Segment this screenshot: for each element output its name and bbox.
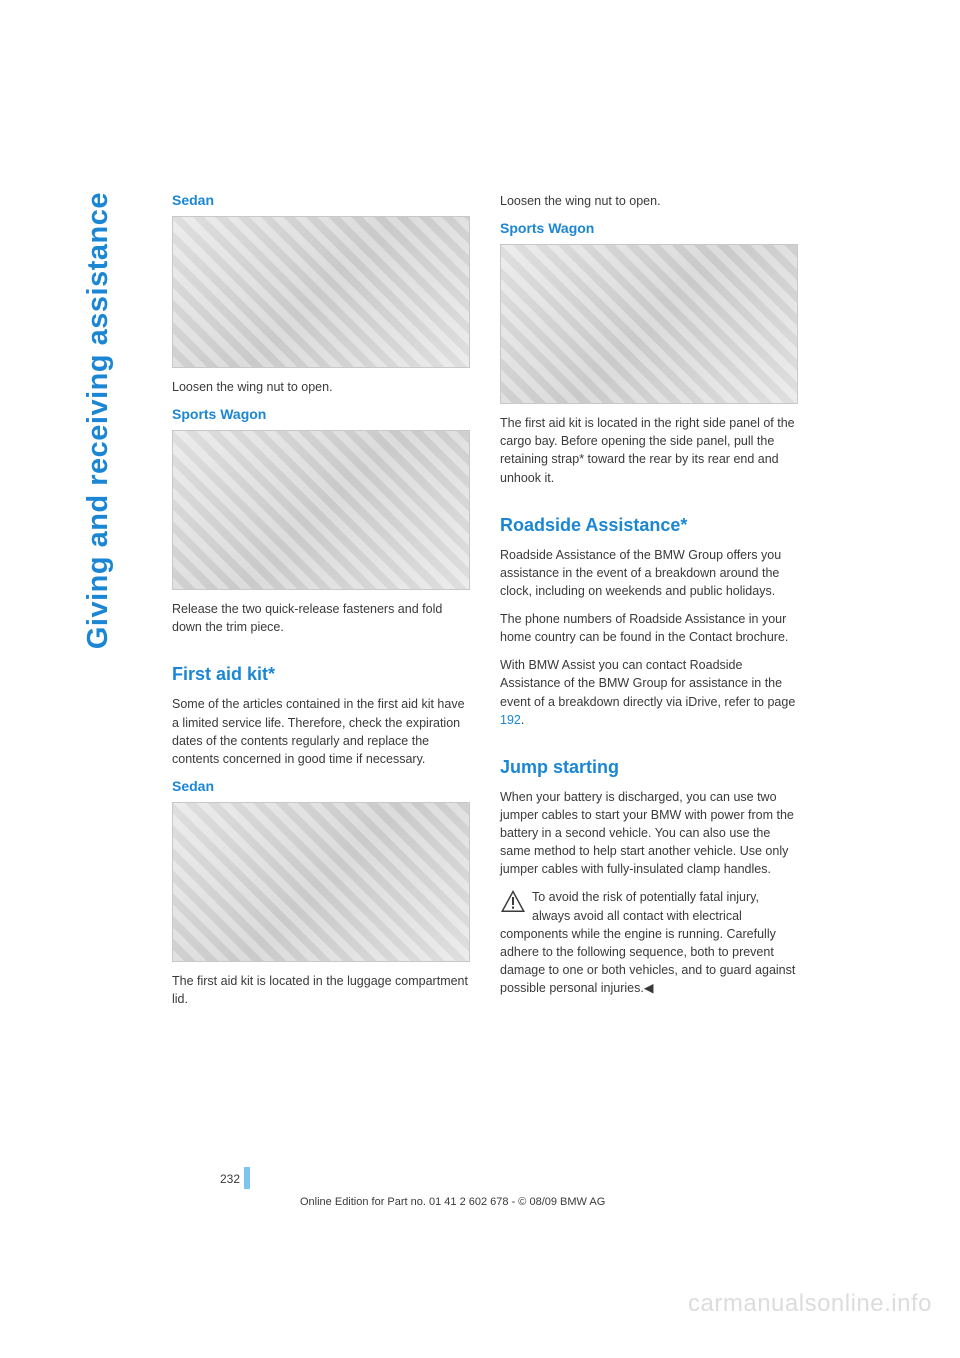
watermark: carmanualsonline.info xyxy=(688,1290,932,1318)
warning-text: To avoid the risk of potentially fatal i… xyxy=(500,890,795,995)
warning-block: To avoid the risk of potentially fatal i… xyxy=(500,888,798,997)
caption-sedan: Loosen the wing nut to open. xyxy=(172,378,470,396)
section-tab: Giving and receiving assistance xyxy=(82,192,115,649)
column-left: Sedan Loosen the wing nut to open. Sport… xyxy=(172,192,470,1018)
paragraph-jump-1: When your battery is discharged, you can… xyxy=(500,788,798,879)
paragraph-roadside-2: The phone numbers of Roadside Assistance… xyxy=(500,610,798,646)
page-number-bar xyxy=(244,1167,250,1189)
figure-wagon-tools xyxy=(172,430,470,590)
caption-sedan-2: The first aid kit is located in the lugg… xyxy=(172,972,470,1008)
paragraph-roadside-1: Roadside Assistance of the BMW Group off… xyxy=(500,546,798,600)
figure-sedan-first-aid xyxy=(172,802,470,962)
heading-first-aid-kit: First aid kit* xyxy=(172,664,470,685)
heading-sedan: Sedan xyxy=(172,192,470,208)
column-right: Loosen the wing nut to open. Sports Wago… xyxy=(500,192,798,1018)
paragraph-roadside-3: With BMW Assist you can contact Roadside… xyxy=(500,656,798,729)
footer-copyright: Online Edition for Part no. 01 41 2 602 … xyxy=(300,1196,605,1208)
page-link-192[interactable]: 192 xyxy=(500,713,521,727)
caption-wagon-2: The first aid kit is located in the righ… xyxy=(500,414,798,487)
caption-top-right: Loosen the wing nut to open. xyxy=(500,192,798,210)
figure-wagon-first-aid xyxy=(500,244,798,404)
heading-jump-starting: Jump starting xyxy=(500,757,798,778)
page-number: 232 xyxy=(220,1172,240,1186)
heading-sports-wagon: Sports Wagon xyxy=(172,406,470,422)
heading-roadside-assistance: Roadside Assistance* xyxy=(500,515,798,536)
text-roadside-3a: With BMW Assist you can contact Roadside… xyxy=(500,658,795,708)
heading-sedan-2: Sedan xyxy=(172,778,470,794)
page-content: Sedan Loosen the wing nut to open. Sport… xyxy=(172,192,798,1018)
caption-wagon: Release the two quick-release fasteners … xyxy=(172,600,470,636)
heading-sports-wagon-2: Sports Wagon xyxy=(500,220,798,236)
warning-icon xyxy=(500,889,526,913)
figure-sedan-tools xyxy=(172,216,470,368)
text-roadside-3b: . xyxy=(521,713,524,727)
paragraph-first-aid: Some of the articles contained in the fi… xyxy=(172,695,470,768)
